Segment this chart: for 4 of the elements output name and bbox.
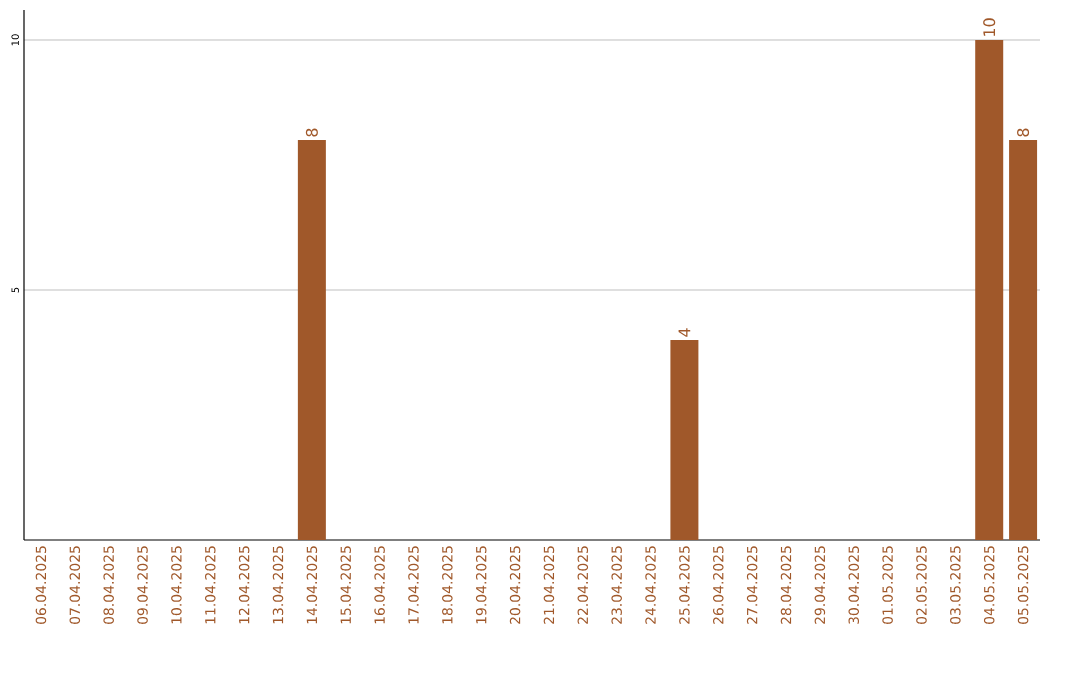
bar	[1009, 139, 1038, 540]
bar	[670, 340, 699, 540]
bar	[297, 139, 326, 540]
bar	[975, 39, 1004, 540]
